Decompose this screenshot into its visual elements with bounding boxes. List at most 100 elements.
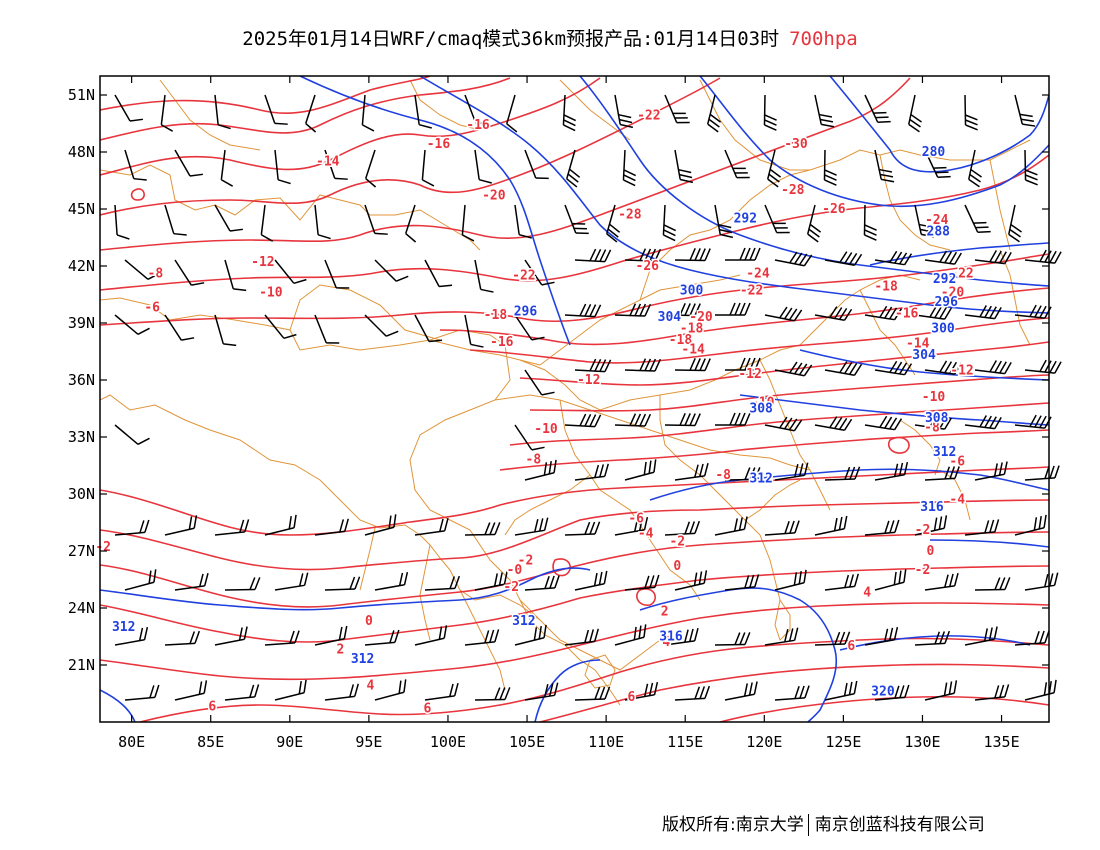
wind-barb: [564, 204, 589, 235]
wind-barb: [874, 569, 907, 591]
wind-barb: [464, 94, 489, 125]
wind-barb: [274, 149, 291, 185]
height-contour-label: 304: [658, 310, 682, 325]
wind-barb: [220, 149, 234, 187]
wind-barb: [774, 462, 809, 481]
wind-barb: [524, 259, 555, 286]
lon-tick-label: 110E: [588, 733, 624, 751]
wind-barb: [414, 314, 443, 343]
wind-barb: [274, 259, 307, 285]
wind-barb: [114, 424, 150, 445]
lon-tick-label: 90E: [276, 733, 303, 751]
wind-barb: [264, 630, 300, 646]
wind-barb: [914, 305, 952, 320]
temperature-contour-label: -30: [784, 137, 808, 152]
wind-barb: [514, 204, 532, 239]
temperature-contour-label: -10: [259, 285, 283, 300]
wind-barb: [974, 461, 1008, 481]
wind-barb: [164, 630, 201, 646]
wind-barb: [174, 680, 208, 701]
temperature-contour-label: 0: [673, 559, 681, 574]
wind-barb: [414, 518, 449, 536]
wind-barb: [823, 149, 837, 186]
wind-barb: [774, 251, 813, 267]
temperature-contour-label: 6: [847, 639, 855, 654]
temperature-contour-label: -20: [482, 189, 506, 204]
wind-barb: [564, 521, 601, 536]
wind-barb: [714, 204, 734, 239]
wind-barb: [1024, 149, 1038, 186]
wind-barb: [624, 681, 659, 701]
longitude-axis: 80E 85E 90E 95E 100E 105E 110E 115E 120E 125E 130E…: [118, 76, 1020, 751]
wind-barb: [564, 628, 599, 646]
wind-barb: [114, 626, 149, 646]
height-contours: [100, 76, 1049, 722]
wind-barb: [964, 415, 1002, 430]
wind-barb: [1024, 359, 1062, 374]
temperature-contour-label: -18: [484, 308, 508, 323]
wind-barb: [474, 687, 511, 701]
temperature-contour-label: -16: [490, 335, 514, 350]
wind-barb: [824, 680, 858, 701]
wind-barb: [914, 630, 951, 646]
wind-barb: [864, 94, 891, 123]
height-contour-label: 312: [933, 445, 956, 460]
wind-barb: [421, 149, 435, 187]
temperature-contour-label: -18: [669, 333, 693, 348]
temperature-contour-label: -10: [751, 396, 775, 411]
wind-barb: [814, 631, 851, 646]
wind-barb: [914, 515, 948, 536]
wind-barb: [260, 204, 274, 242]
wind-barb: [364, 204, 388, 235]
temperature-contour-label: -22: [740, 284, 763, 299]
wind-barb: [524, 682, 559, 701]
temperature-contour-label: 2: [661, 605, 669, 620]
wind-barb: [764, 520, 800, 536]
wind-barb: [324, 576, 361, 591]
height-contour-label: 304: [912, 348, 936, 363]
wind-barb: [405, 204, 417, 243]
height-contour-label: 308: [925, 411, 949, 426]
wind-barb: [674, 570, 708, 591]
wind-barb: [814, 306, 853, 321]
wind-barb: [364, 629, 400, 646]
wind-barb: [124, 569, 157, 591]
wind-barbs: [114, 94, 1062, 701]
wind-barb: [474, 571, 508, 591]
lon-tick-label: 125E: [825, 733, 861, 751]
wind-barb: [305, 94, 317, 133]
wind-barb: [124, 259, 160, 280]
lat-tick-label: 33N: [68, 428, 95, 446]
wind-barb: [1014, 94, 1036, 127]
wind-barb: [974, 360, 1012, 375]
wind-barb: [314, 518, 349, 536]
wind-barb: [324, 683, 359, 701]
wind-barb: [724, 574, 760, 591]
temperature-contour-label: -28: [781, 183, 805, 198]
footer-separator: [807, 814, 809, 836]
wind-barb: [514, 314, 545, 341]
wind-barb: [124, 684, 160, 701]
lon-tick-label: 100E: [430, 733, 466, 751]
wind-barb: [662, 204, 676, 242]
wind-barb: [474, 149, 492, 184]
lat-tick-label: 48N: [68, 143, 95, 161]
wind-barb: [164, 314, 195, 341]
lon-tick-label: 85E: [197, 733, 224, 751]
temperature-contour-label: -2: [915, 563, 931, 578]
temperature-contour-label: 4: [367, 679, 375, 694]
wind-barb: [562, 94, 576, 132]
wind-barb: [864, 305, 903, 321]
wind-barb: [824, 251, 863, 266]
wind-barb: [364, 514, 397, 536]
temperature-contour-label: -24: [746, 266, 770, 281]
wind-barb: [314, 204, 331, 240]
title-level: 700hpa: [789, 28, 858, 50]
height-contour-label: 312: [512, 614, 535, 629]
wind-barb: [964, 519, 1000, 536]
height-contour-label: 292: [734, 211, 757, 226]
wind-barb: [124, 149, 147, 181]
wind-barb: [214, 519, 250, 536]
wind-barb: [524, 459, 557, 481]
